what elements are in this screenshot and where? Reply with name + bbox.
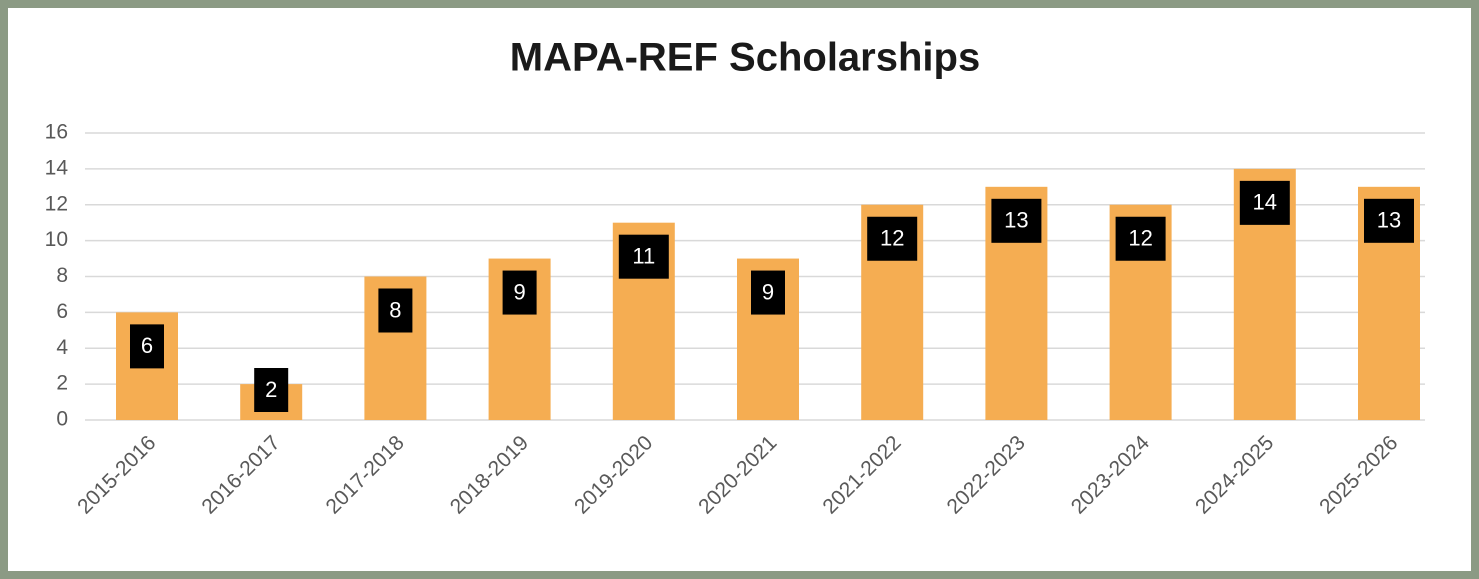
data-label-box xyxy=(378,288,413,333)
chart-title: MAPA-REF Scholarships xyxy=(510,36,980,80)
y-tick-label: 14 xyxy=(45,156,69,179)
data-label-box xyxy=(618,234,669,279)
data-label-box xyxy=(1115,216,1166,261)
data-label-box xyxy=(867,216,918,261)
data-label: 8 xyxy=(389,297,401,322)
data-label-box xyxy=(991,198,1042,243)
data-label: 13 xyxy=(1377,208,1401,233)
data-label: 14 xyxy=(1253,190,1277,215)
data-label: 11 xyxy=(632,244,655,269)
data-label: 12 xyxy=(1128,226,1152,251)
data-label: 2 xyxy=(265,377,277,402)
data-label: 9 xyxy=(762,279,774,304)
data-label: 9 xyxy=(513,279,525,304)
y-tick-label: 10 xyxy=(45,228,68,251)
y-tick-label: 0 xyxy=(56,408,68,431)
y-tick-label: 8 xyxy=(56,264,68,287)
data-label-box xyxy=(1364,198,1414,243)
data-label: 12 xyxy=(880,226,904,251)
y-tick-label: 6 xyxy=(56,300,68,323)
y-tick-label: 16 xyxy=(45,121,68,144)
y-tick-label: 2 xyxy=(56,372,68,395)
data-label-box xyxy=(254,368,289,412)
data-label: 13 xyxy=(1004,208,1028,233)
data-label-box xyxy=(502,270,537,315)
y-tick-label: 12 xyxy=(45,192,68,215)
y-tick-label: 4 xyxy=(56,336,68,359)
data-label-box xyxy=(751,270,785,315)
data-label-box xyxy=(130,324,164,369)
data-label: 6 xyxy=(141,333,153,358)
data-label-box xyxy=(1239,180,1290,225)
